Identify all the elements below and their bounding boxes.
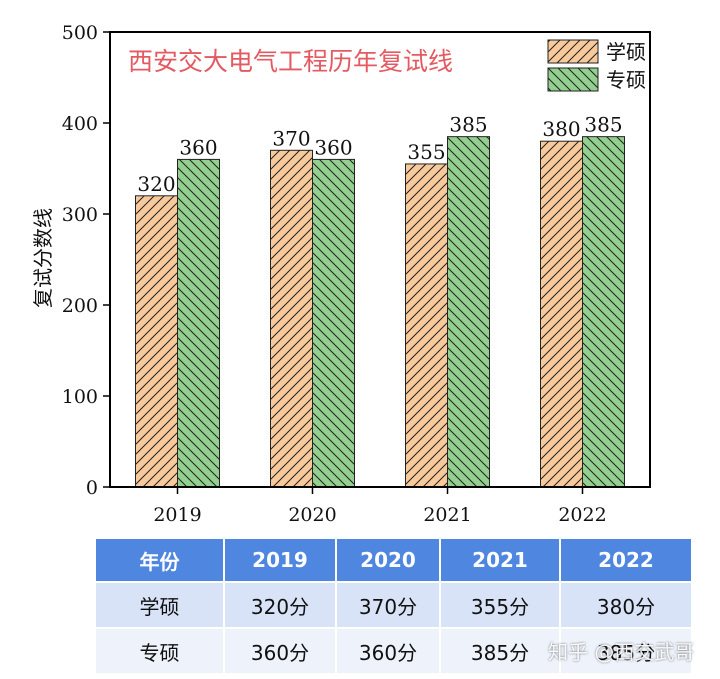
legend-swatch xyxy=(547,39,599,64)
table-row: 学硕 320分 370分 355分 380分 xyxy=(94,581,693,629)
table-header-cell: 2022 xyxy=(559,537,693,583)
table-header-cell: 2019 xyxy=(223,537,337,583)
x-tick-label: 2019 xyxy=(153,504,201,526)
x-tick-label: 2021 xyxy=(423,504,471,526)
data-label: 385 xyxy=(584,113,622,137)
bar-zhuanshuo-2021 xyxy=(447,136,490,488)
bar-xueshuo-2019 xyxy=(135,195,178,488)
y-tick-label: 0 xyxy=(86,477,98,499)
y-tick-label: 300 xyxy=(62,204,98,226)
data-label: 370 xyxy=(272,126,310,150)
plot-frame xyxy=(109,31,651,488)
legend-swatch xyxy=(547,67,599,92)
data-label: 320 xyxy=(137,172,175,196)
table-cell: 385分 xyxy=(559,627,693,675)
bar-xueshuo-2020 xyxy=(270,149,313,488)
data-label: 360 xyxy=(314,135,352,159)
x-tick-label: 2022 xyxy=(558,504,606,526)
data-label: 385 xyxy=(449,113,487,137)
table-row: 专硕 360分 360分 385分 385分 xyxy=(94,627,693,675)
bar-xueshuo-2021 xyxy=(405,163,448,488)
bar-xueshuo-2022 xyxy=(540,140,583,488)
table-header-cell: 2020 xyxy=(335,537,441,583)
x-tick-label: 2020 xyxy=(288,504,336,526)
table-cell: 360分 xyxy=(335,627,441,675)
watermark: 知乎 @西交武哥 xyxy=(548,640,695,664)
y-tick-label: 400 xyxy=(62,113,98,135)
bar-zhuanshuo-2020 xyxy=(312,158,355,488)
table-header-row: 年份 2019 2020 2021 2022 xyxy=(94,537,693,583)
bar-zhuanshuo-2019 xyxy=(177,158,220,488)
score-table-container: 年份 2019 2020 2021 2022 学硕 320分 370分 355分… xyxy=(94,537,693,675)
y-axis-label: 复试分数线 xyxy=(31,208,55,308)
table-cell: 360分 xyxy=(223,627,337,675)
data-label: 380 xyxy=(542,117,580,141)
y-tick-label: 100 xyxy=(62,386,98,408)
table-cell: 学硕 xyxy=(94,581,225,629)
y-tick-label: 200 xyxy=(62,295,98,317)
legend-label: 学硕 xyxy=(606,40,646,64)
score-table: 年份 2019 2020 2021 2022 学硕 320分 370分 355分… xyxy=(94,537,693,675)
data-label: 360 xyxy=(179,135,217,159)
table-cell: 370分 xyxy=(335,581,441,629)
legend-label: 专硕 xyxy=(606,68,646,92)
table-header-cell: 2021 xyxy=(439,537,561,583)
data-label: 355 xyxy=(407,140,445,164)
table-cell: 380分 xyxy=(559,581,693,629)
table-cell: 385分 xyxy=(439,627,561,675)
y-tick-label: 500 xyxy=(62,22,98,44)
bar-zhuanshuo-2022 xyxy=(582,136,625,488)
table-header-cell: 年份 xyxy=(94,537,225,583)
table-cell: 320分 xyxy=(223,581,337,629)
table-cell: 355分 xyxy=(439,581,561,629)
chart-title: 西安交大电气工程历年复试线 xyxy=(128,47,453,76)
table-cell: 专硕 xyxy=(94,627,225,675)
